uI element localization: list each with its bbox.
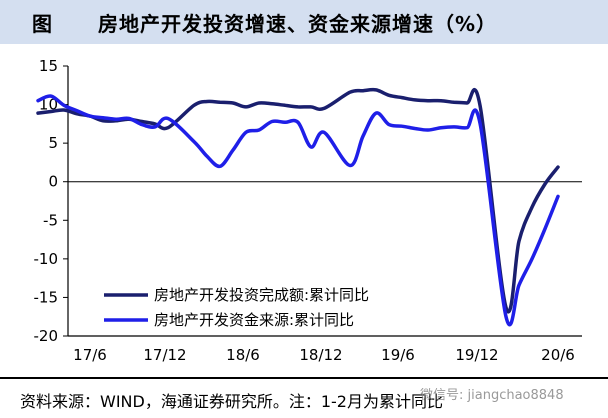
x-tick-label: 18/12 — [299, 346, 342, 364]
y-tick-label: -20 — [34, 327, 59, 345]
y-tick-label: -15 — [34, 288, 59, 306]
figure-label: 图 — [32, 12, 54, 36]
x-tick-label: 17/6 — [73, 346, 107, 364]
watermark: 微信号: jiangchao8848 — [420, 388, 564, 403]
chart-title: 房地产开发投资增速、资金来源增速（%） — [98, 12, 498, 36]
y-tick-label: 5 — [48, 134, 58, 152]
line-chart: 15 10 5 0 -5 -10 -15 -20 17/6 17/12 18/6 18/12 19/6 1… — [34, 57, 582, 364]
y-tick-label: 15 — [39, 57, 58, 75]
y-tick-label: 10 — [39, 96, 58, 114]
series-line-2 — [36, 94, 560, 327]
chart-axes: 15 10 5 0 -5 -10 -15 -20 17/6 17/12 18/6 18/12 19/6 1… — [34, 57, 582, 364]
y-tick-label: -10 — [34, 250, 59, 268]
x-tick-label: 18/6 — [226, 346, 260, 364]
title-bar: 图 房地产开发投资增速、资金来源增速（%） — [0, 0, 608, 44]
legend-label-1: 房地产开发投资完成额:累计同比 — [154, 286, 369, 304]
x-tick-label: 19/12 — [455, 346, 498, 364]
series-layer — [36, 87, 560, 327]
source-note: 资料来源：WIND，海通证券研究所。注：1-2月为累计同比 — [20, 392, 443, 411]
x-tick-label: 19/6 — [381, 346, 415, 364]
x-tick-label: 20/6 — [541, 346, 575, 364]
x-tick-label: 17/12 — [143, 346, 186, 364]
y-tick-label: 0 — [48, 173, 58, 191]
y-tick-label: -5 — [43, 211, 58, 229]
legend-label-2: 房地产开发资金来源:累计同比 — [154, 311, 354, 329]
footer-divider — [0, 377, 608, 379]
